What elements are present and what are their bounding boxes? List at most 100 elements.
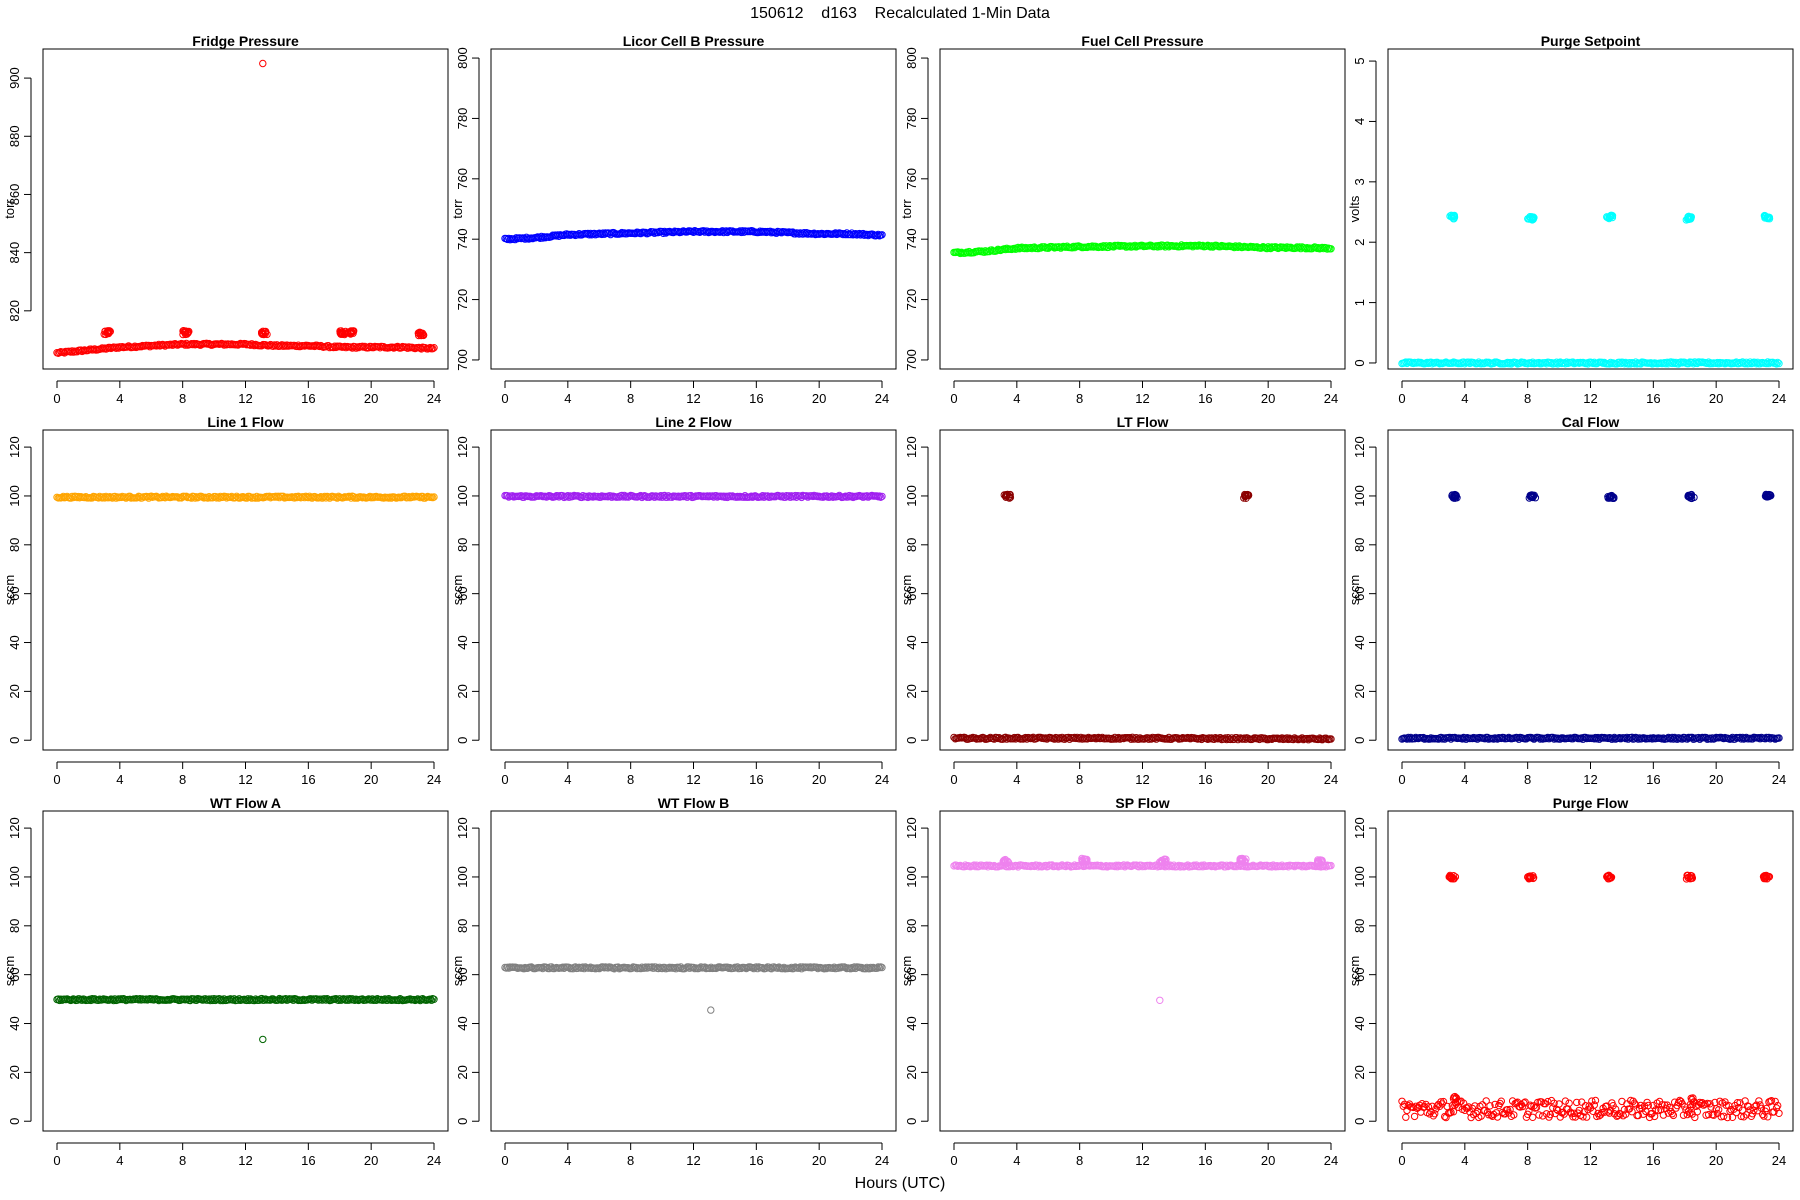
data-point <box>1659 1111 1668 1119</box>
x-tick-label: 0 <box>53 772 60 787</box>
y-tick-label: 840 <box>7 242 22 264</box>
chart-panel: Line 1 Flow sccm 0 4 8 12 16 20 24 0 20 40 60 80 100 12… <box>2 414 449 787</box>
data-point <box>1606 212 1615 220</box>
x-tick-label: 0 <box>950 1153 957 1168</box>
data-point <box>347 327 355 335</box>
x-tick-label: 24 <box>427 391 441 406</box>
data-point <box>1683 871 1692 880</box>
data-point <box>1611 1105 1620 1113</box>
x-tick-label: 0 <box>1398 1153 1405 1168</box>
y-tick-label: 100 <box>455 866 470 888</box>
y-tick-label: 0 <box>1352 359 1367 366</box>
x-tick-label: 4 <box>1461 772 1468 787</box>
chart-panel: Licor Cell B Pressure torr 0 4 8 12 16 20 24 700 7… <box>450 33 897 406</box>
x-tick-label: 8 <box>1076 1153 1083 1168</box>
data-point <box>875 963 884 972</box>
chart-panel: WT Flow B sccm 0 4 8 12 16 20 24 0 20 40 60 80 100 120 <box>450 795 897 1168</box>
data-point <box>1728 1113 1737 1122</box>
data-point <box>1762 1104 1771 1113</box>
x-tick-label: 16 <box>1646 772 1660 787</box>
data-point <box>1482 1097 1490 1105</box>
x-tick-label: 0 <box>501 1153 508 1168</box>
data-point <box>1447 211 1456 220</box>
x-tick-label: 0 <box>53 391 60 406</box>
y-tick-label: 60 <box>455 586 470 600</box>
chart-panel: SP Flow sccm 0 4 8 12 16 20 24 0 20 40 60 80 100 120 <box>899 795 1346 1168</box>
data-point <box>1436 1102 1444 1111</box>
data-point <box>1686 1100 1695 1109</box>
x-tick-label: 20 <box>1709 391 1723 406</box>
x-tick-label: 12 <box>1135 1153 1149 1168</box>
data-point <box>1693 1108 1702 1116</box>
x-tick-label: 12 <box>238 391 252 406</box>
y-tick-label: 120 <box>7 817 22 839</box>
y-tick-label: 80 <box>1352 538 1367 552</box>
data-point <box>105 327 114 335</box>
data-point <box>1767 1097 1776 1105</box>
x-tick-label: 24 <box>1772 772 1786 787</box>
x-tick-label: 16 <box>1198 391 1212 406</box>
data-point <box>1497 1097 1506 1105</box>
data-point <box>1774 358 1782 367</box>
y-tick-label: 860 <box>7 184 22 206</box>
data-point <box>1644 1101 1653 1110</box>
y-tick-label: 40 <box>455 635 470 649</box>
data-point <box>1529 872 1537 880</box>
data-point <box>1491 1100 1499 1109</box>
data-point <box>1775 734 1783 742</box>
x-tick-label: 20 <box>364 391 378 406</box>
data-point <box>1451 1098 1460 1107</box>
y-tick-label: 80 <box>7 538 22 552</box>
data-point <box>1546 1110 1555 1119</box>
x-tick-label: 12 <box>1583 772 1597 787</box>
data-point <box>1588 1097 1596 1105</box>
data-point <box>1645 1113 1654 1122</box>
data-point <box>1002 491 1011 499</box>
data-point <box>1723 1113 1732 1122</box>
y-tick-label: 0 <box>1352 1118 1367 1125</box>
x-tick-label: 24 <box>427 1153 441 1168</box>
data-point <box>1486 1102 1494 1110</box>
x-tick-label: 20 <box>1261 772 1275 787</box>
data-point <box>1629 1097 1637 1105</box>
y-tick-label: 880 <box>7 125 22 147</box>
x-tick-label: 4 <box>1461 1153 1468 1168</box>
y-tick-label: 80 <box>904 919 919 933</box>
outlier-point <box>259 59 267 68</box>
x-tick-label: 12 <box>686 391 700 406</box>
x-tick-label: 0 <box>501 391 508 406</box>
x-tick-label: 0 <box>1398 772 1405 787</box>
y-tick-label: 100 <box>1352 866 1367 888</box>
data-point <box>1448 873 1457 882</box>
x-tick-label: 16 <box>1198 1153 1212 1168</box>
x-tick-label: 8 <box>627 772 634 787</box>
data-point <box>1541 1100 1550 1108</box>
x-tick-label: 8 <box>1524 772 1531 787</box>
data-point <box>1755 1097 1763 1105</box>
data-point <box>1740 1113 1748 1121</box>
y-tick-label: 40 <box>455 1016 470 1030</box>
x-tick-label: 0 <box>1398 391 1405 406</box>
series-points <box>53 59 438 357</box>
y-tick-label: 0 <box>455 1118 470 1125</box>
series-points <box>53 492 438 502</box>
chart-title: LT Flow <box>1117 414 1169 430</box>
data-point <box>1720 1112 1728 1121</box>
data-point <box>1241 490 1249 499</box>
y-tick-label: 0 <box>904 737 919 744</box>
data-point <box>1524 873 1532 881</box>
y-tick-label: 80 <box>455 538 470 552</box>
data-point <box>1715 1106 1723 1114</box>
data-point <box>1508 1097 1517 1105</box>
data-point <box>875 492 884 500</box>
chart-title: Fridge Pressure <box>192 33 299 49</box>
data-point <box>1762 871 1770 880</box>
data-point <box>1764 1113 1772 1121</box>
data-point <box>1161 855 1169 863</box>
data-point <box>1628 1108 1636 1116</box>
x-tick-label: 8 <box>179 1153 186 1168</box>
y-tick-label: 80 <box>1352 919 1367 933</box>
x-tick-label: 0 <box>53 1153 60 1168</box>
